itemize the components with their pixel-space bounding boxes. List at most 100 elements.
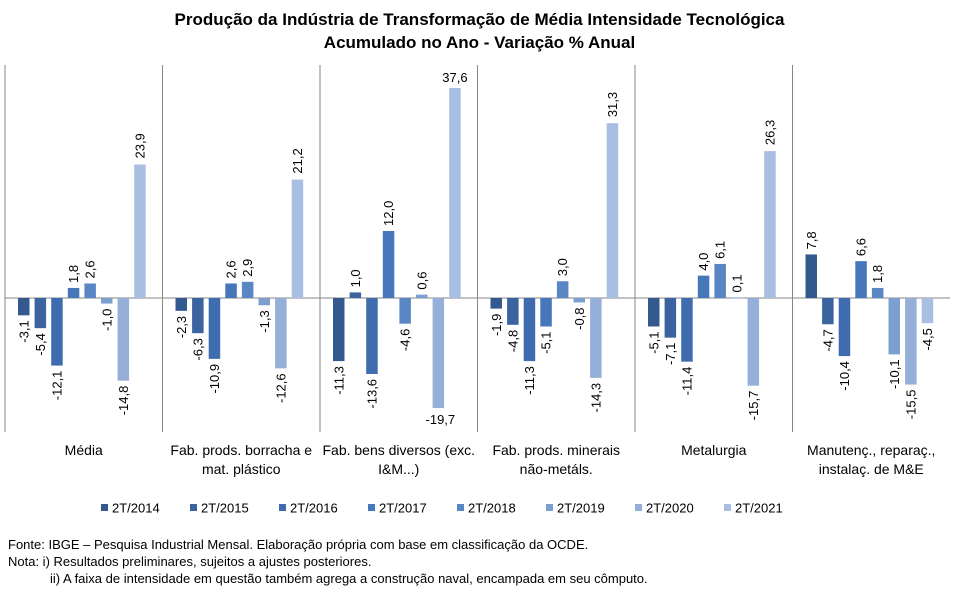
data-label: -3,1 [16, 320, 31, 342]
legend-swatch [546, 504, 553, 511]
legend-label: 2T/2015 [201, 501, 249, 516]
bar-2T/2021 [291, 179, 304, 298]
data-label: -11,3 [522, 366, 537, 395]
bar-2T/2019 [258, 298, 270, 306]
legend-label: 2T/2016 [290, 501, 338, 516]
data-label: -7,1 [663, 343, 678, 365]
bar-2T/2014 [333, 298, 345, 362]
data-label: -1,0 [99, 309, 114, 331]
bar-2T/2015 [34, 298, 47, 329]
data-label: 37,6 [442, 70, 467, 85]
data-label: 23,9 [132, 133, 147, 158]
legend-swatch [724, 504, 731, 511]
bar-2T/2017 [855, 261, 867, 298]
bar-2T/2017 [540, 298, 552, 327]
category-label: Fab. prods. borracha e [170, 442, 312, 458]
bar-2T/2016 [681, 298, 693, 362]
bar-2T/2017 [697, 275, 710, 298]
data-label: -4,7 [820, 329, 835, 351]
data-label: -2,3 [174, 316, 189, 338]
bar-2T/2018 [84, 283, 96, 298]
bar-2T/2015 [507, 298, 519, 325]
bar-2T/2020 [432, 298, 445, 409]
data-label: 1,8 [870, 265, 885, 283]
data-label: 0,1 [729, 274, 744, 292]
bar-2T/2019 [416, 294, 428, 298]
data-label: 7,8 [804, 231, 819, 249]
bar-2T/2018 [399, 298, 411, 324]
legend-swatch [279, 504, 286, 511]
bar-2T/2014 [648, 298, 660, 327]
source-note: Fonte: IBGE – Pesquisa Industrial Mensal… [8, 537, 589, 552]
category-label: instalaç. de M&E [819, 461, 924, 477]
chart-title-line1: Produção da Indústria de Transformação d… [174, 10, 785, 29]
data-label: 2,9 [240, 259, 255, 277]
data-label: 1,8 [66, 265, 81, 283]
bar-2T/2019 [731, 297, 743, 299]
bar-2T/2016 [838, 298, 851, 357]
legend-label: 2T/2018 [468, 501, 516, 516]
legend-label: 2T/2020 [646, 501, 694, 516]
category-label: Fab. prods. minerais [492, 442, 620, 458]
data-label: -5,4 [33, 333, 48, 355]
legend-swatch [101, 504, 108, 511]
bar-2T/2015 [664, 298, 677, 338]
note-2: ii) A faixa de intensidade em questão ta… [50, 571, 648, 586]
category-label: não-metáls. [520, 461, 593, 477]
category-label: I&M...) [378, 461, 419, 477]
bar-2T/2021 [606, 123, 619, 298]
bar-2T/2021 [449, 88, 461, 298]
legend-swatch [457, 504, 464, 511]
bar-2T/2021 [134, 164, 146, 298]
data-label: -4,8 [505, 330, 520, 352]
bar-2T/2018 [871, 287, 884, 298]
bar-2T/2016 [51, 298, 63, 366]
bar-2T/2020 [590, 298, 602, 378]
data-label: -10,1 [887, 359, 902, 389]
bar-2T/2016 [366, 298, 378, 374]
legend-swatch [368, 504, 375, 511]
bar-2T/2019 [573, 298, 585, 303]
data-label: -5,1 [539, 331, 554, 353]
data-label: -1,3 [257, 310, 272, 332]
bar-2T/2014 [18, 298, 30, 316]
data-label: -19,7 [426, 412, 456, 427]
data-label: -4,6 [398, 329, 413, 351]
data-label: 4,0 [696, 253, 711, 271]
data-label: -4,5 [920, 328, 935, 350]
legend-label: 2T/2014 [112, 501, 160, 516]
data-label: -10,9 [207, 364, 222, 394]
data-label: 6,1 [713, 241, 728, 259]
category-label: Fab. bens diversos (exc. [322, 442, 475, 458]
data-label: 31,3 [605, 92, 620, 117]
bar-2T/2018 [556, 281, 569, 298]
data-label: -15,7 [746, 391, 761, 421]
bar-2T/2021 [921, 298, 934, 324]
data-label: -14,8 [116, 386, 131, 416]
data-label: 0,6 [414, 272, 429, 290]
data-label: 12,0 [381, 201, 396, 226]
data-label: 3,0 [555, 258, 570, 276]
data-label: -12,6 [273, 373, 288, 403]
data-label: 26,3 [762, 120, 777, 145]
data-label: -11,4 [679, 367, 694, 396]
bar-2T/2020 [747, 298, 760, 386]
category-label: Média [65, 442, 103, 458]
bar-2T/2014 [175, 298, 187, 311]
data-label: -1,9 [489, 314, 504, 336]
note-1: Nota: i) Resultados preliminares, sujeit… [8, 554, 372, 569]
bar-2T/2019 [888, 298, 900, 355]
data-label: -6,3 [190, 338, 205, 360]
bar-2T/2016 [208, 298, 221, 359]
chart-title-line2: Acumulado no Ano - Variação % Anual [323, 33, 636, 52]
bar-2T/2014 [805, 254, 817, 298]
data-label: -10,4 [837, 361, 852, 391]
bar-chart: -3,1 -2,3-11,3-1,9-5,17,8-5,4 -6,31,0-4,8-… [4, 65, 950, 516]
bar-2T/2020 [117, 298, 130, 381]
data-label: -14,3 [588, 383, 603, 413]
bar-2T/2016 [523, 298, 536, 362]
bar-2T/2019 [101, 298, 113, 304]
bar-2T/2020 [275, 298, 287, 369]
legend-label: 2T/2017 [379, 501, 427, 516]
bar-2T/2018 [714, 263, 726, 298]
